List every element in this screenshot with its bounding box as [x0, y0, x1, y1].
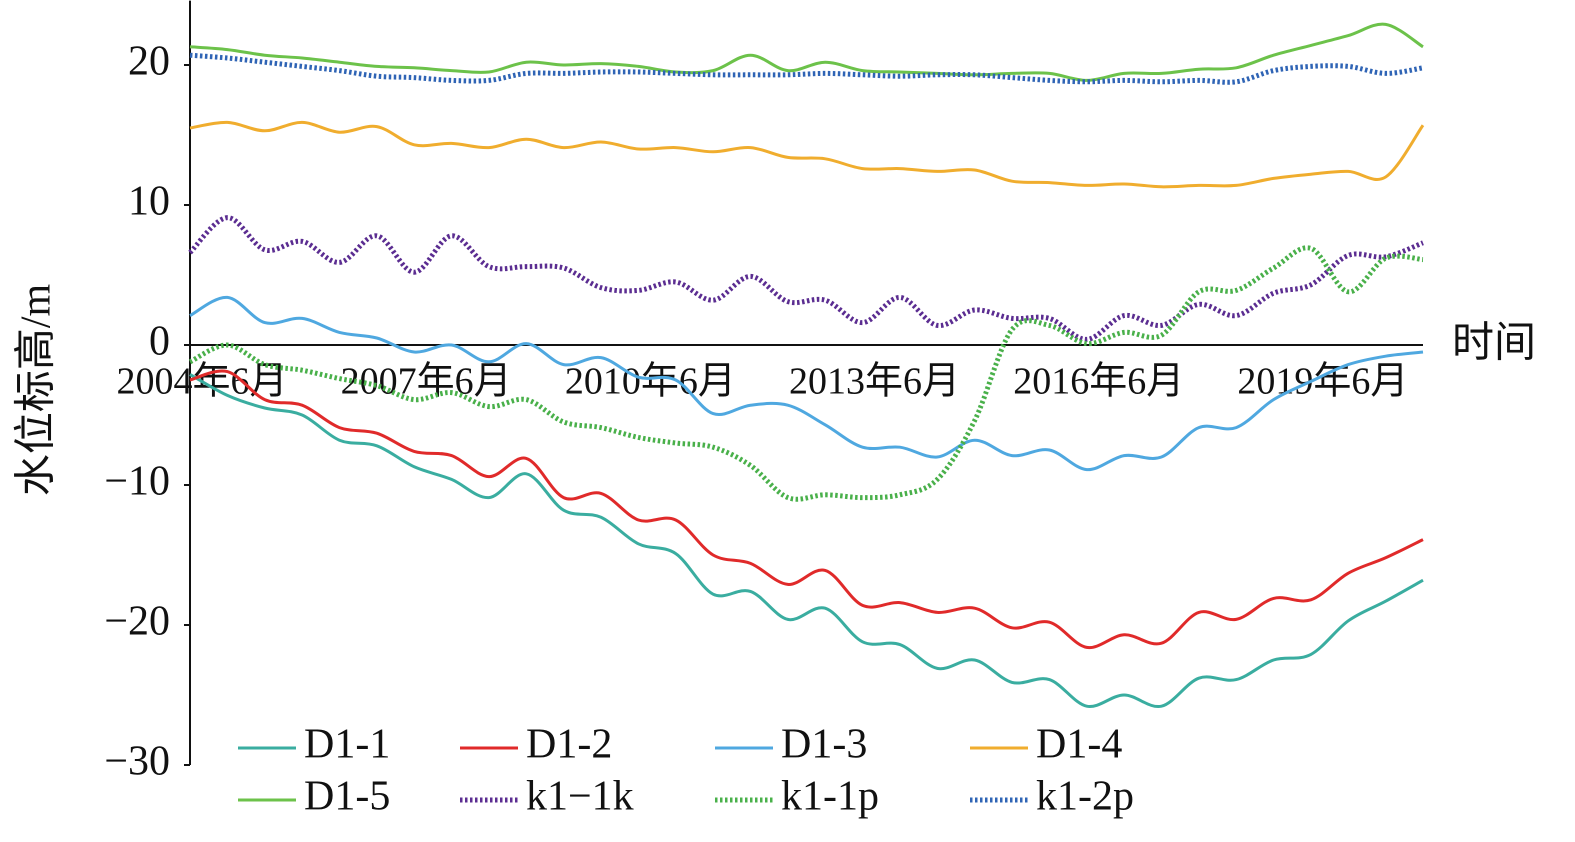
y-tick-label: −30	[104, 739, 170, 785]
series-line	[189, 295, 1424, 472]
series-line	[189, 22, 1424, 82]
x-tick-label: 2016年6月	[1013, 361, 1184, 403]
y-tick-label: 0	[149, 319, 170, 365]
y-tick-label: 10	[128, 179, 170, 225]
legend-label: k1-2p	[1036, 774, 1134, 820]
series-line	[189, 120, 1425, 189]
legend-label: D1-4	[1036, 722, 1122, 768]
y-tick-label: −20	[104, 599, 170, 645]
x-axis-label: 时间	[1452, 321, 1536, 367]
legend-label: k1−1k	[526, 774, 634, 820]
y-tick-label: −10	[104, 459, 170, 505]
x-tick-label: 2019年6月	[1237, 361, 1408, 403]
legend-label: D1-3	[781, 722, 867, 768]
series-line	[189, 52, 1424, 85]
legend-label: D1-5	[304, 774, 390, 820]
legend-label: D1-1	[304, 722, 390, 768]
series-line	[188, 215, 1424, 342]
y-tick-label: 20	[128, 39, 170, 85]
x-tick-label: 2013年6月	[789, 361, 960, 403]
x-tick-label: 2010年6月	[565, 361, 736, 403]
series-line	[188, 245, 1424, 502]
series-line	[189, 373, 1424, 709]
legend-label: D1-2	[526, 722, 612, 768]
y-axis-label: 水位标高/m	[13, 284, 60, 497]
legend-label: k1-1p	[781, 774, 879, 820]
series-line	[189, 369, 1424, 649]
